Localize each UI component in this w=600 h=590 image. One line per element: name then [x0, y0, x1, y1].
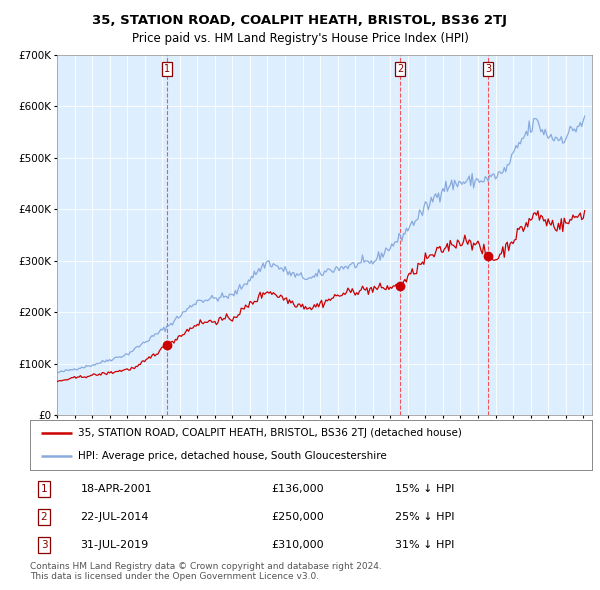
Text: 2: 2 [397, 64, 403, 74]
Text: 22-JUL-2014: 22-JUL-2014 [80, 512, 149, 522]
Text: 31-JUL-2019: 31-JUL-2019 [80, 540, 149, 550]
Text: £310,000: £310,000 [272, 540, 324, 550]
Text: 35, STATION ROAD, COALPIT HEATH, BRISTOL, BS36 2TJ: 35, STATION ROAD, COALPIT HEATH, BRISTOL… [92, 14, 508, 27]
Text: HPI: Average price, detached house, South Gloucestershire: HPI: Average price, detached house, Sout… [78, 451, 386, 461]
Text: 1: 1 [41, 484, 47, 494]
Text: 25% ↓ HPI: 25% ↓ HPI [395, 512, 455, 522]
Text: £136,000: £136,000 [272, 484, 324, 494]
Text: 3: 3 [485, 64, 491, 74]
Text: 15% ↓ HPI: 15% ↓ HPI [395, 484, 455, 494]
Text: 1: 1 [164, 64, 170, 74]
Text: 35, STATION ROAD, COALPIT HEATH, BRISTOL, BS36 2TJ (detached house): 35, STATION ROAD, COALPIT HEATH, BRISTOL… [78, 428, 461, 438]
Text: Contains HM Land Registry data © Crown copyright and database right 2024.
This d: Contains HM Land Registry data © Crown c… [30, 562, 382, 581]
Text: £250,000: £250,000 [272, 512, 325, 522]
Text: 31% ↓ HPI: 31% ↓ HPI [395, 540, 455, 550]
Text: 2: 2 [41, 512, 47, 522]
Text: 3: 3 [41, 540, 47, 550]
Text: 18-APR-2001: 18-APR-2001 [80, 484, 152, 494]
Text: Price paid vs. HM Land Registry's House Price Index (HPI): Price paid vs. HM Land Registry's House … [131, 32, 469, 45]
